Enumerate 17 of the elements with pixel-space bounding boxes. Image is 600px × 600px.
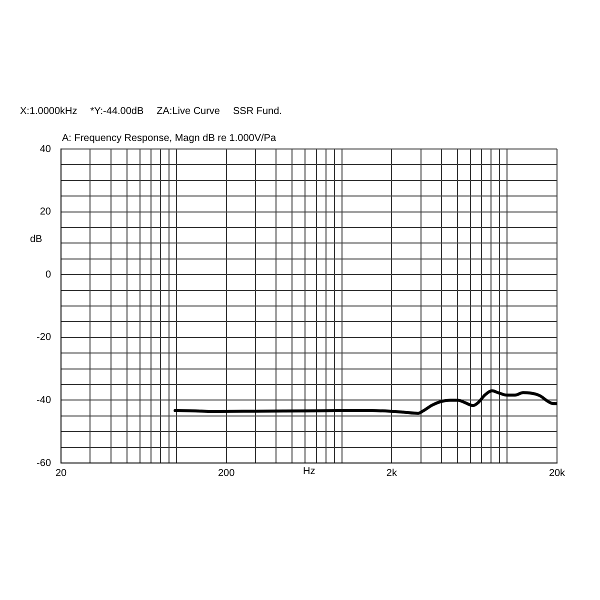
y-tick-label: -60 — [36, 458, 52, 469]
x-tick-label: 2k — [386, 468, 398, 479]
y-tick-label: -20 — [36, 332, 52, 344]
text: SSR Fund. — [233, 106, 282, 117]
x-tick-label: 20 — [55, 468, 67, 479]
y-tick-label: 0 — [45, 269, 52, 280]
y-tick-label: -40 — [36, 394, 52, 406]
y-tick-label: 20 — [40, 206, 52, 218]
chart-title: A: Frequency Response, Magn dB re 1.000V/Pa — [62, 133, 276, 144]
x-tick-label: 20k — [548, 468, 566, 479]
y-axis-title: dB — [30, 234, 42, 246]
text: X:1.0000kHz — [20, 106, 78, 117]
x-tick-label: 200 — [218, 468, 236, 479]
y-tick-label: 40 — [40, 144, 52, 155]
text: ZA:Live Curve — [156, 106, 220, 117]
text: *Y:-44.00dB — [90, 106, 144, 117]
x-axis-title: Hz — [303, 466, 316, 477]
